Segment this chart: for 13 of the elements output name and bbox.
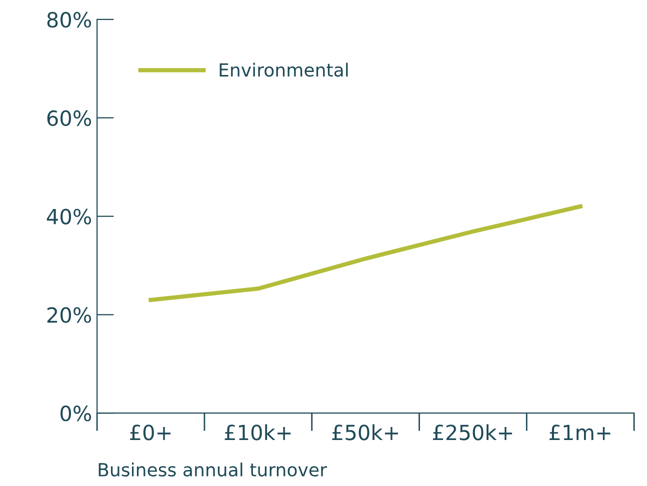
legend-label: Environmental [220,62,348,77]
y-tick-label: 20% [47,307,92,323]
y-tick-label: 60% [47,110,92,126]
x-tick-label: £10k+ [224,424,291,440]
x-axis-title: Business annual turnover [98,462,327,477]
x-tick-label: £250k+ [433,424,512,440]
x-tick-label: £0+ [130,424,171,440]
x-tick-label: £50k+ [332,424,398,440]
y-tick-label: 80% [47,12,92,28]
y-tick-label: 0% [60,406,92,422]
y-tick-label: 40% [46,208,92,224]
x-tick-label: £1m+ [550,424,610,440]
line-series [148,204,582,302]
